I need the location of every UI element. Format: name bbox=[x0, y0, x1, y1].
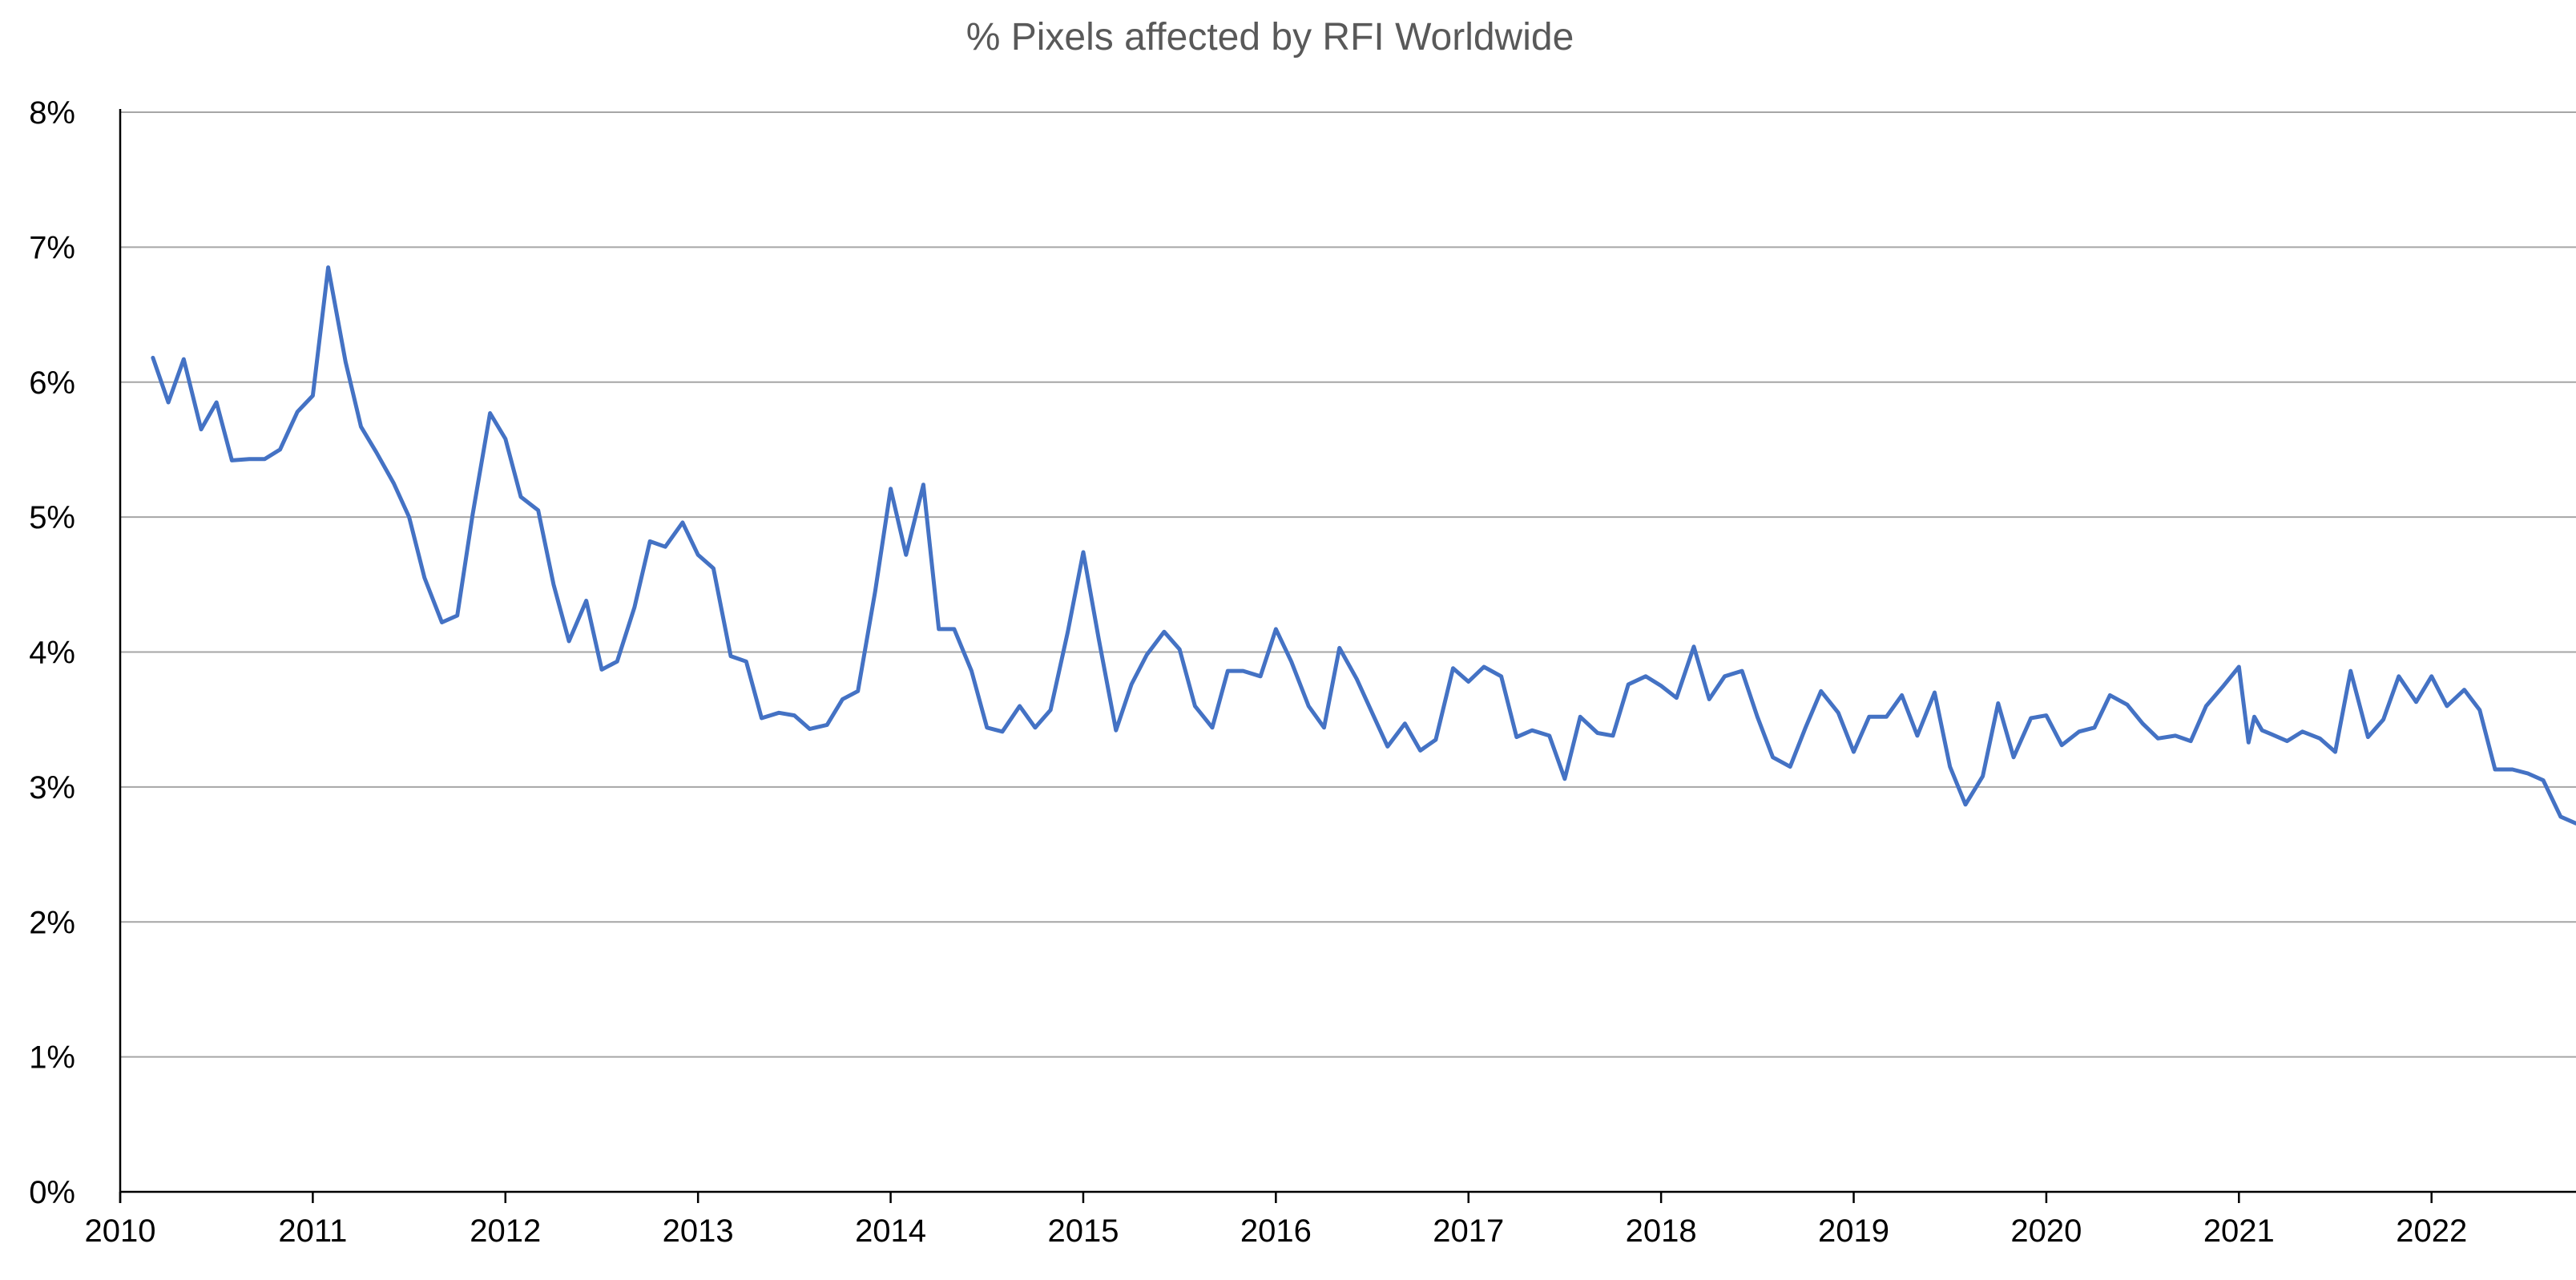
data-series bbox=[151, 265, 2576, 826]
x-tick-label: 2013 bbox=[663, 1213, 734, 1249]
x-tick-label: 2020 bbox=[2010, 1213, 2082, 1249]
series-line-0 bbox=[151, 265, 2576, 826]
x-tick-label: 2011 bbox=[278, 1213, 347, 1249]
x-tick-label: 2019 bbox=[1818, 1213, 1889, 1249]
x-tick-label: 2018 bbox=[1626, 1213, 1697, 1249]
x-axis: 2010 2011 2012 2013 2014 2015 2016 2017 2018 2019… bbox=[85, 109, 2576, 1249]
x-tick-label: 2021 bbox=[2203, 1213, 2275, 1249]
x-tick-label: 2016 bbox=[1240, 1213, 1312, 1249]
gridlines bbox=[120, 111, 2576, 1058]
y-axis-tick-labels: 0% 1% 2% 3% 4% 5% 6% 7% 8% bbox=[29, 95, 75, 1210]
chart-title: % Pixels affected by RFI Worldwide bbox=[966, 16, 1574, 59]
x-tick-label: 2014 bbox=[855, 1213, 926, 1249]
y-tick-label: 4% bbox=[29, 636, 75, 671]
y-tick-label: 6% bbox=[29, 365, 75, 401]
x-tick-label: 2010 bbox=[85, 1213, 156, 1249]
y-tick-label: 8% bbox=[29, 95, 75, 131]
y-tick-label: 3% bbox=[29, 770, 75, 806]
x-tick-label: 2017 bbox=[1433, 1213, 1504, 1249]
y-tick-label: 0% bbox=[29, 1175, 75, 1210]
y-tick-label: 5% bbox=[29, 500, 75, 535]
y-tick-label: 1% bbox=[29, 1040, 75, 1076]
x-tick-label: 2022 bbox=[2396, 1213, 2467, 1249]
x-tick-label: 2015 bbox=[1047, 1213, 1119, 1249]
y-tick-label: 2% bbox=[29, 905, 75, 940]
y-tick-label: 7% bbox=[29, 230, 75, 265]
x-tick-label: 2012 bbox=[470, 1213, 541, 1249]
